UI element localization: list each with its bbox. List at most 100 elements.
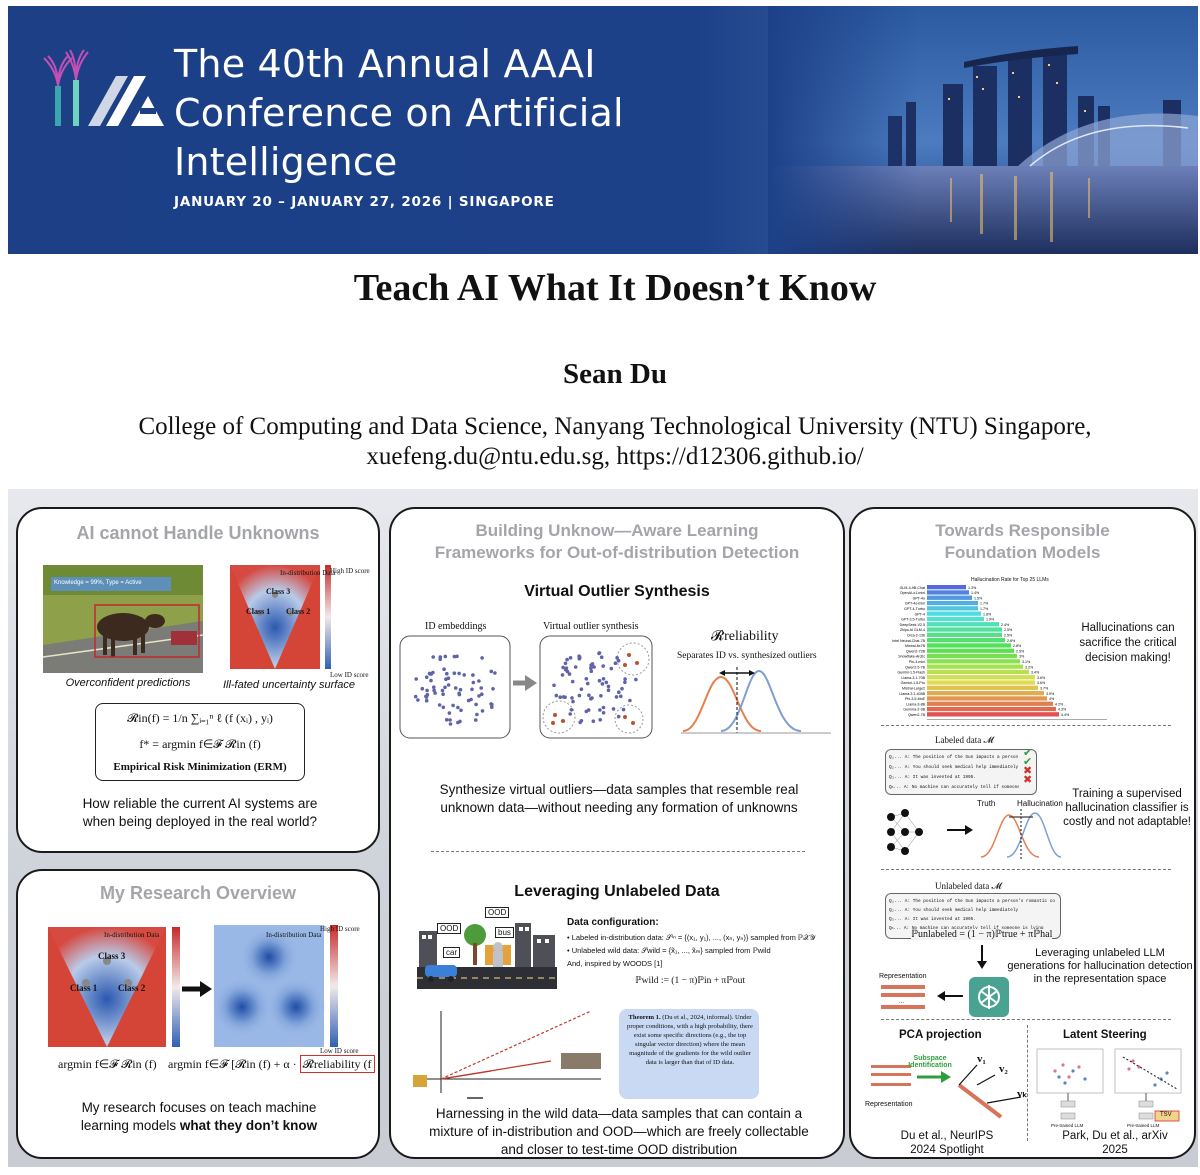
conference-dates: JANUARY 20 – JANUARY 27, 2026 | SINGAPOR…	[174, 194, 555, 210]
conference-banner: The 40th Annual AAAI Conference on Artif…	[8, 6, 1198, 254]
embedding-point	[600, 682, 605, 686]
panel-unknowns: AI cannot Handle Unknowns Knowledge = 99…	[16, 507, 380, 853]
citation-right-2: 2025	[1102, 1144, 1128, 1156]
unlabeled-title: Leveraging Unlabeled Data	[514, 883, 720, 900]
v1-label: v₁	[977, 1053, 986, 1065]
embedding-point	[425, 688, 429, 693]
chart-category-label: OpenAI-o1-mini	[900, 591, 925, 595]
chart-value-label: 1.9%	[986, 618, 995, 622]
chart-bar	[927, 638, 1005, 643]
labeled-data-label: Labeled data 𝓜	[935, 735, 994, 745]
arrow-down-icon	[977, 945, 987, 969]
chart-category-label: Gemma-2-9B	[903, 708, 925, 712]
uncertainty-surface-image	[230, 565, 331, 669]
embedding-point	[560, 673, 565, 677]
chart-bar	[927, 680, 1035, 685]
leveraging-note: Leveraging unlabeled LLM generations for…	[1007, 947, 1193, 985]
embedding-point	[579, 687, 584, 691]
panel-foundation-heading-2: Foundation Models	[944, 543, 1101, 562]
chart-category-label: Qwen2.5-7B	[905, 665, 926, 669]
street-label-bus: bus	[495, 927, 514, 938]
chart-value-label: 2.5%	[1004, 634, 1013, 638]
representation-bars-image: ...	[881, 985, 925, 1009]
embedding-point	[427, 671, 432, 676]
unlabeled-caption: Harnessing in the wild data—data samples…	[429, 1106, 809, 1157]
qa-line-u2: Q₂... A: You should seek medical help im…	[889, 908, 1019, 913]
overview-eq-right-prefix: argmin f∈𝓕 [𝓡in (f) + α ·	[168, 1057, 297, 1071]
gradient-projection-image	[413, 1010, 601, 1099]
embedding-point	[589, 666, 593, 670]
panel-foundation-models: Towards Responsible Foundation Models Ha…	[849, 507, 1196, 1159]
divider-3	[881, 1019, 1171, 1020]
hallucination-note: Hallucinations can sacrifice the critica…	[1079, 622, 1177, 664]
chart-bar	[927, 701, 1053, 706]
embedding-point	[597, 678, 602, 683]
embedding-point	[414, 677, 418, 681]
embedding-point	[597, 651, 602, 655]
embedding-point	[493, 671, 497, 675]
embedding-point	[565, 657, 569, 662]
theorem-title: Theorem 1.	[628, 1014, 661, 1021]
embedding-point	[589, 669, 594, 674]
chart-value-label: 4.2%	[1055, 702, 1064, 706]
divider-vertical	[1027, 1025, 1028, 1141]
chart-category-label: GPT-4-Turbo	[904, 607, 925, 611]
v2-label: v₂	[999, 1063, 1008, 1075]
embedding-point	[437, 703, 442, 707]
arrow-right-icon	[947, 825, 973, 835]
embedding-point	[586, 708, 591, 712]
embedding-point	[570, 679, 575, 684]
chart-bar	[927, 595, 972, 600]
embedding-point	[604, 680, 609, 685]
qa-lines-unlabeled: Q₁... A: The position of the Sun impacts…	[889, 897, 1055, 933]
embedding-point	[570, 696, 574, 700]
section-divider	[431, 851, 805, 852]
embedding-point	[620, 686, 624, 691]
panel-foundation-heading-1: Towards Responsible	[935, 521, 1110, 540]
embedding-point	[613, 661, 618, 665]
embedding-point	[452, 654, 457, 659]
chart-category-label: Mixtral-8x7B	[905, 644, 926, 648]
chart-value-label: 2.8%	[1013, 644, 1022, 648]
chart-bar	[927, 611, 981, 616]
embedding-point	[614, 695, 619, 699]
chart-category-label: Phi-3-mini	[909, 660, 925, 664]
chart-bar	[927, 675, 1035, 680]
vos-caption: Synthesize virtual outliers—data samples…	[439, 782, 799, 815]
embedding-point	[452, 671, 457, 675]
chart-bar	[927, 653, 1017, 659]
chart-bar	[927, 585, 966, 590]
embedding-point	[615, 656, 619, 660]
embedding-point	[479, 686, 483, 690]
embedding-point	[466, 698, 471, 703]
arrow-right-icon	[513, 675, 537, 691]
chart-bar	[927, 632, 1002, 637]
chart-category-label: GPT-4	[915, 612, 925, 616]
chart-bar	[927, 664, 1023, 669]
panel-ood-detection: Building Unknow—Aware Learning Framework…	[389, 507, 845, 1159]
theorem-text: Theorem 1. (Du et al., 2024, informal). …	[625, 1013, 755, 1067]
embedding-point	[458, 719, 462, 724]
chart-bar	[927, 590, 969, 595]
embedding-point	[599, 655, 604, 659]
aaai-logo-icon	[43, 49, 164, 126]
embedding-point	[591, 719, 596, 723]
chart-bar	[927, 659, 1020, 664]
embedding-point	[444, 718, 449, 722]
chart-category-label: Gemini-1.5-Flash	[897, 671, 925, 675]
chart-bar	[927, 696, 1047, 701]
chart-bar	[927, 627, 1002, 632]
embedding-point	[451, 703, 455, 708]
author-name: Sean Du	[563, 358, 667, 390]
qa-box-labeled	[885, 749, 1037, 795]
embedding-point	[457, 671, 461, 676]
conference-title: The 40th Annual AAAI Conference on Artif…	[174, 42, 624, 184]
unlabeled-data-label: Unlabeled data 𝓜	[935, 881, 1002, 891]
embedding-point	[569, 708, 574, 712]
street-label-ood-2: OOD	[485, 907, 510, 918]
chart-category-label: Mistral-Large2	[902, 687, 925, 691]
embedding-point	[601, 664, 605, 668]
latent-steering-image	[1036, 1048, 1182, 1122]
chart-bar	[927, 622, 999, 627]
subspace-label: Subspace Identification	[908, 1055, 952, 1069]
